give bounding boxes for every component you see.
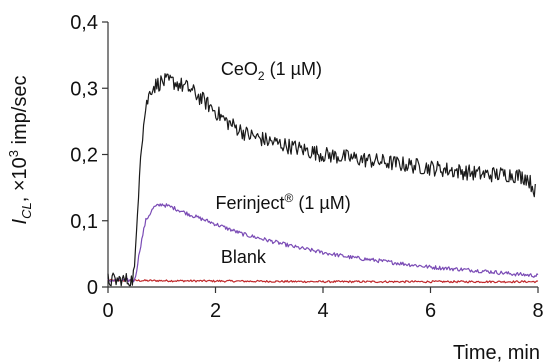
y-axis-symbol: I: [9, 218, 31, 224]
y-tick-label: 0,4: [70, 12, 98, 34]
x-axis-title: Time, min: [453, 342, 540, 364]
x-tick-label: 0: [102, 300, 113, 322]
series-line-2: [107, 278, 539, 284]
x-tick-label: 2: [210, 300, 221, 322]
y-tick-label: 0,1: [70, 211, 98, 233]
series-label-1: Ferinject® (1 µM): [216, 191, 351, 213]
series-line-1: [107, 203, 539, 283]
y-axis-title: ICL, ×103 imp/sec: [6, 76, 34, 225]
series-line-0: [107, 73, 536, 287]
y-axis-subscript: CL: [19, 202, 34, 219]
series-label-0: CeO2 (1 µM): [221, 59, 322, 83]
y-axis-power: 3: [6, 150, 21, 157]
annotations-layer: CeO2 (1 µM) Ferinject® (1 µM) Blank: [216, 59, 351, 267]
series-layer: [107, 73, 539, 287]
y-axis-unit: imp/sec: [9, 76, 31, 150]
x-tick-label: 8: [532, 300, 543, 322]
axes: 0 0,1 0,2 0,3 0,4 0 2 4 6 8: [70, 12, 543, 322]
x-tick-label: 4: [317, 300, 328, 322]
y-tick-label: 0,2: [70, 145, 98, 167]
x-tick-label: 6: [425, 300, 436, 322]
y-tick-label: 0,3: [70, 78, 98, 100]
y-axis-prefix: , ×10: [9, 157, 31, 202]
series-label-2: Blank: [221, 247, 267, 267]
y-tick-label: 0: [87, 277, 98, 299]
